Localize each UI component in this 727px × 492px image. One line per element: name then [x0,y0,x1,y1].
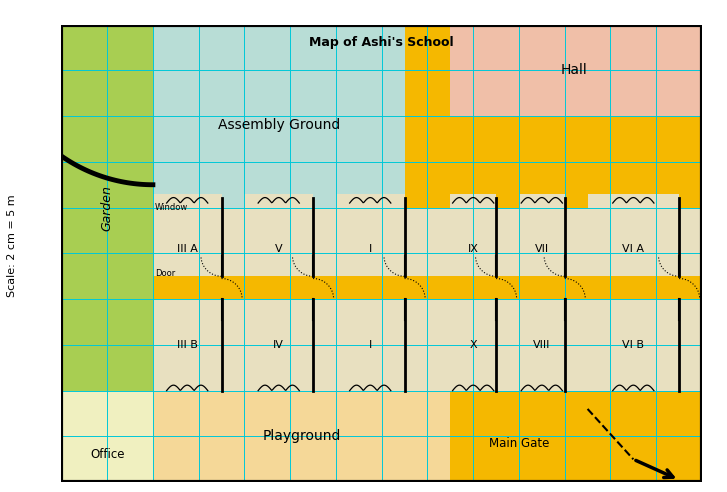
Text: III B: III B [177,340,198,350]
Bar [587,194,679,217]
Bar [153,299,702,391]
Text: V: V [275,244,283,254]
Bar [244,208,313,276]
Bar [153,299,222,391]
Bar [61,391,153,482]
Bar [450,194,496,217]
Bar [153,25,404,208]
Text: IX: IX [467,244,478,254]
Bar [519,194,565,217]
Text: III A: III A [177,244,198,254]
Bar [336,299,404,391]
Text: Hall: Hall [561,63,587,77]
Text: Main Gate: Main Gate [489,437,549,450]
Bar [450,391,702,482]
Text: Map of Ashi's School: Map of Ashi's School [310,36,454,49]
Text: VIII: VIII [533,340,550,350]
Text: Assembly Ground: Assembly Ground [217,118,340,132]
Bar [587,299,679,391]
Text: X: X [470,340,477,350]
Bar [336,194,404,217]
Text: Office: Office [90,448,124,461]
Bar [519,299,565,391]
Wedge shape [0,25,153,184]
Bar [450,208,496,276]
Text: VII: VII [535,244,549,254]
Text: Garden: Garden [100,184,113,231]
Text: I: I [369,340,372,350]
Bar [450,25,702,116]
Bar [153,194,222,217]
Bar [153,391,450,482]
Wedge shape [0,25,153,184]
Bar [61,25,153,116]
Text: I: I [369,244,372,254]
Text: VI A: VI A [622,244,644,254]
Bar [61,25,153,391]
Text: VI B: VI B [622,340,644,350]
Bar [404,25,450,116]
Bar [587,208,679,276]
Text: Window: Window [155,203,188,212]
Bar [153,208,702,276]
Text: Scale: 2 cm = 5 m: Scale: 2 cm = 5 m [7,195,17,297]
Bar [244,194,313,217]
Bar [450,299,496,391]
Bar [153,208,222,276]
Text: Door: Door [155,270,175,278]
Text: Playground: Playground [262,430,341,443]
Bar [244,299,313,391]
Text: IV: IV [273,340,284,350]
Bar [336,208,404,276]
Bar [519,208,565,276]
